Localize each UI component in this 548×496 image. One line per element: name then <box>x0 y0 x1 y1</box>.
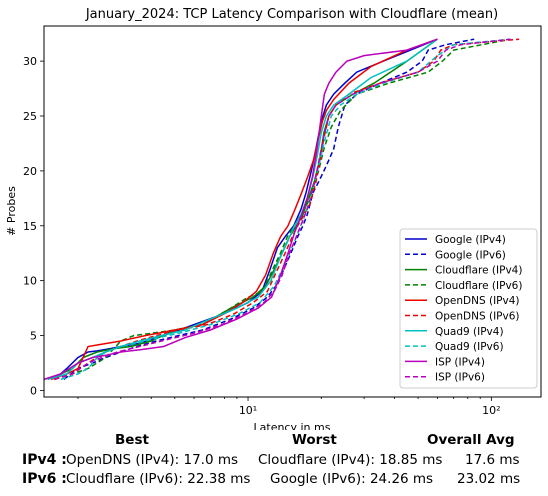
overall-avg-header: Overall Avg <box>427 432 515 448</box>
legend-label-google-ipv4: Google (IPv4) <box>435 234 506 246</box>
series-line-isp-ipv6 <box>54 38 511 381</box>
legend-label-opendns-ipv4: OpenDNS (IPv4) <box>435 295 520 307</box>
legend-label-opendns-ipv6: OpenDNS (IPv6) <box>435 311 520 323</box>
series-line-cloudflare-ipv4 <box>47 38 438 381</box>
y-axis-ticks: 0 5 10 15 20 25 30 <box>23 55 44 397</box>
y-tick-label: 15 <box>23 220 37 233</box>
legend-label-isp-ipv4: ISP (IPv4) <box>435 356 485 368</box>
legend: Google (IPv4) Google (IPv6) Cloudflare (IP… <box>399 228 538 389</box>
series-line-quad9-ipv4 <box>47 38 438 381</box>
y-tick-label: 0 <box>30 384 37 397</box>
x-tick-label: 10¹ <box>239 404 257 417</box>
y-tick-label: 30 <box>23 55 37 68</box>
ipv6-best: Cloudflare (IPv6): 22.38 ms <box>66 471 251 487</box>
ipv6-row-label: IPv6 : <box>22 471 67 487</box>
legend-label-google-ipv6: Google (IPv6) <box>435 249 506 261</box>
y-tick-label: 20 <box>23 165 37 178</box>
ipv4-avg: 17.6 ms <box>465 452 520 468</box>
chart-title: January_2024: TCP Latency Comparison wit… <box>85 7 498 22</box>
x-axis-ticks: 10¹ 10² <box>77 397 501 417</box>
latency-cdf-chart: January_2024: TCP Latency Comparison wit… <box>5 7 542 430</box>
ipv4-worst: Cloudflare (IPv4): 18.85 ms <box>258 452 443 468</box>
legend-label-cloudflare-ipv6: Cloudflare (IPv6) <box>435 280 522 292</box>
best-header: Best <box>115 432 149 448</box>
x-axis-label: Latency in ms <box>254 421 331 430</box>
legend-label-isp-ipv6: ISP (IPv6) <box>435 372 485 384</box>
summary-table: Best Worst Overall Avg IPv4 : OpenDNS (I… <box>0 430 548 496</box>
plot-lines <box>43 38 520 381</box>
x-tick-label: 10² <box>482 404 500 417</box>
legend-label-quad9-ipv4: Quad9 (IPv4) <box>435 326 504 338</box>
legend-label-cloudflare-ipv4: Cloudflare (IPv4) <box>435 265 522 277</box>
series-line-cloudflare-ipv6 <box>54 38 511 381</box>
ipv6-avg: 23.02 ms <box>457 471 521 487</box>
worst-header: Worst <box>292 432 337 448</box>
ipv6-worst: Google (IPv6): 24.26 ms <box>270 471 434 487</box>
plot-frame <box>43 25 542 398</box>
y-tick-label: 5 <box>30 330 37 343</box>
y-axis-label: # Probes <box>5 186 18 236</box>
series-line-isp-ipv4 <box>43 38 438 381</box>
series-line-google-ipv4 <box>53 38 438 380</box>
legend-label-quad9-ipv6: Quad9 (IPv6) <box>435 341 504 353</box>
series-line-opendns-ipv4 <box>50 38 438 381</box>
ipv4-row-label: IPv4 : <box>22 452 67 468</box>
y-tick-label: 25 <box>23 110 37 123</box>
ipv4-best: OpenDNS (IPv4): 17.0 ms <box>66 452 239 468</box>
legend-box <box>399 228 538 389</box>
y-tick-label: 10 <box>23 275 37 288</box>
